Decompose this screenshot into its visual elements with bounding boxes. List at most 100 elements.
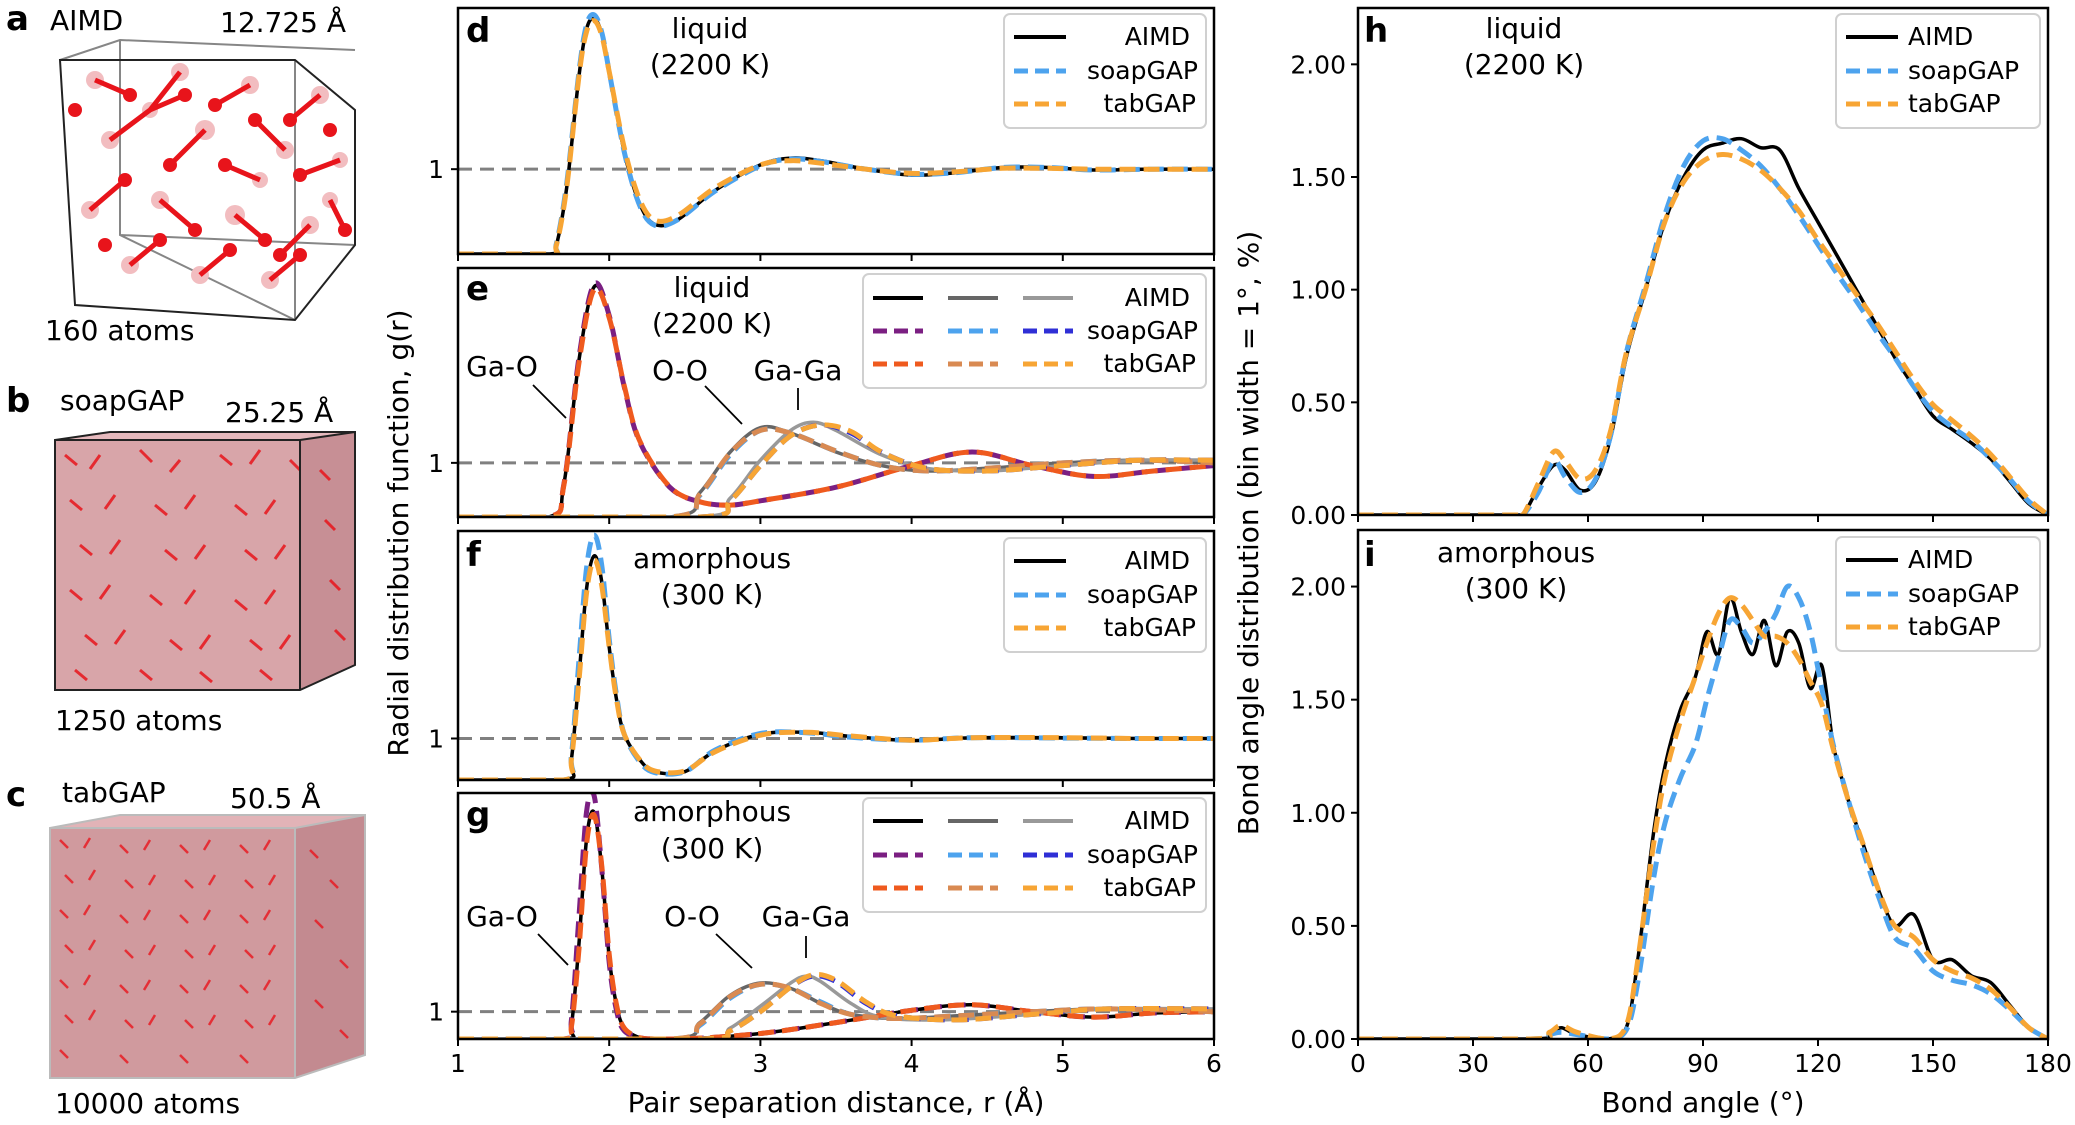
bad-x-tick-label-150: 150 — [1909, 1049, 1957, 1078]
ref-tick-label-d: 1 — [428, 155, 444, 184]
condition-title-e: liquid — [674, 271, 751, 304]
panel-label-e: e — [466, 269, 489, 309]
legend-box-i — [1835, 536, 2041, 652]
legend-label-soapgap-i: soapGAP — [1908, 579, 2019, 608]
y-tick-label-i-0.50: 0.50 — [1290, 912, 1346, 941]
structure-box-b: 25.25 Å — [225, 395, 333, 429]
condition-subtitle-i: (300 K) — [1465, 572, 1568, 605]
condition-title-f: amorphous — [633, 542, 791, 575]
ref-tick-label-e: 1 — [428, 449, 444, 478]
bad-x-tick-label-0: 0 — [1350, 1049, 1366, 1078]
rdf-x-tick-label-6: 6 — [1206, 1049, 1222, 1078]
bad-x-tick-label-120: 120 — [1794, 1049, 1842, 1078]
series-tabgap-i — [1358, 595, 2048, 1039]
rdf-panel-f: 1 f amorphous (300 K) AIMD soapGAP tabGA… — [428, 529, 1216, 782]
pair-label-gaga-g: Ga-Ga — [762, 900, 851, 933]
atoms-b-bonds — [64, 448, 347, 684]
rdf-x-tick-label-1: 1 — [450, 1049, 466, 1078]
structure-panel-b: b soapGAP 25.25 Å 1250 atoms — [6, 381, 356, 737]
y-tick-label-h-0.50: 0.50 — [1290, 388, 1346, 417]
bad-curves-h — [1358, 135, 2048, 515]
structure-atoms-b: 1250 atoms — [55, 704, 222, 737]
rdf-x-tick-label-4: 4 — [904, 1049, 920, 1078]
series-tabgap-d — [458, 18, 1214, 254]
bad-x-tick-label-30: 30 — [1457, 1049, 1489, 1078]
bad-y-axis-i: 0.00 0.50 1.00 1.50 2.00 — [1290, 573, 1358, 1054]
bad-y-axis-label: Bond angle distribution (bin width = 1°,… — [1232, 231, 1265, 836]
bad-x-tick-label-60: 60 — [1572, 1049, 1604, 1078]
series-soapgap-h — [1358, 135, 2048, 515]
cube-frame-a — [58, 38, 356, 322]
rdf-panel-e: 1 e liquid (2200 K) Ga-O O-O Ga-Ga AIMD … — [428, 266, 1216, 519]
pointer-gao-e — [532, 384, 567, 419]
atoms-b-side — [300, 432, 355, 690]
series-tabgap-ga-o-e — [458, 285, 1214, 517]
ref-tick-label-g: 1 — [428, 998, 444, 1027]
legend-label-tabgap-d: tabGAP — [1103, 89, 1196, 118]
panel-label-d: d — [466, 11, 490, 51]
legend-box-f — [1003, 537, 1207, 653]
y-tick-label-i-1.50: 1.50 — [1290, 686, 1346, 715]
legend-label-soapgap-g: soapGAP — [1087, 840, 1198, 869]
bad-x-axis: 0 30 60 90 120 150 180 — [1350, 515, 2072, 1078]
axes-frame-g — [456, 791, 1216, 1041]
y-tick-label-h-1.50: 1.50 — [1290, 163, 1346, 192]
panel-label-a: a — [6, 0, 29, 39]
condition-title-i: amorphous — [1437, 536, 1595, 569]
atoms-b-top — [55, 432, 355, 440]
bad-x-tick-label-90: 90 — [1687, 1049, 1719, 1078]
bad-panel-i: 0.00 0.50 1.00 1.50 2.00 i amorphous (300 K)… — [1290, 528, 2050, 1054]
condition-subtitle-e: (2200 K) — [652, 307, 772, 340]
legend-label-aimd-e: AIMD — [1125, 283, 1190, 312]
series-tabgap-o-o-g — [458, 981, 1214, 1039]
atoms-c-bulk — [50, 828, 295, 1078]
condition-subtitle-d: (2200 K) — [650, 48, 770, 81]
panel-label-h: h — [1364, 11, 1388, 51]
pair-label-gao-e: Ga-O — [466, 350, 538, 383]
cube-frame-c — [49, 814, 366, 1079]
legend-label-tabgap-i: tabGAP — [1908, 612, 2001, 641]
legend-label-soapgap-d: soapGAP — [1087, 56, 1198, 85]
bad-x-axis-label: Bond angle (°) — [1601, 1086, 1804, 1119]
rdf-y-axis-label: Radial distribution function, g(r) — [382, 309, 415, 756]
bad-y-axis-h: 0.00 0.50 1.00 1.50 2.00 — [1290, 50, 1358, 530]
atoms-a — [68, 63, 352, 289]
atoms-b-bulk — [55, 440, 300, 690]
y-tick-label-i-2.00: 2.00 — [1290, 573, 1346, 602]
condition-title-h: liquid — [1486, 12, 1563, 45]
structure-box-a: 12.725 Å — [220, 5, 346, 39]
y-tick-label-i-1.00: 1.00 — [1290, 799, 1346, 828]
rdf-curves-d — [458, 12, 1214, 254]
legend-e: AIMD soapGAP tabGAP — [862, 273, 1207, 389]
structure-atoms-a: 160 atoms — [45, 314, 194, 347]
bad-curves-i — [1358, 583, 2048, 1039]
rdf-x-tick-label-2: 2 — [601, 1049, 617, 1078]
y-tick-label-i-0.00: 0.00 — [1290, 1025, 1346, 1054]
condition-title-d: liquid — [672, 12, 749, 45]
panel-label-b: b — [6, 381, 30, 421]
legend-label-tabgap-h: tabGAP — [1908, 89, 2001, 118]
series-aimd-i — [1358, 596, 2048, 1039]
pair-label-gaga-e: Ga-Ga — [754, 354, 843, 387]
rdf-x-axis: 1 2 3 4 5 6 — [450, 254, 1222, 1078]
rdf-x-tick-label-5: 5 — [1055, 1049, 1071, 1078]
legend-label-soapgap-f: soapGAP — [1087, 580, 1198, 609]
legend-label-tabgap-g: tabGAP — [1103, 873, 1196, 902]
rdf-x-tick-label-3: 3 — [752, 1049, 768, 1078]
rdf-curves-e — [458, 280, 1214, 517]
rdf-curves-f — [458, 532, 1214, 780]
pair-pointers-e — [532, 384, 799, 425]
legend-d: AIMD soapGAP tabGAP — [1003, 13, 1207, 129]
series-tabgap-ga-ga-g — [458, 972, 1214, 1039]
condition-subtitle-g: (300 K) — [661, 832, 764, 865]
series-tabgap-ga-ga-e — [458, 422, 1214, 517]
condition-subtitle-h: (2200 K) — [1464, 48, 1584, 81]
pointer-oo-g — [715, 933, 753, 969]
panel-label-g: g — [466, 795, 490, 835]
series-tabgap-h — [1358, 151, 2048, 515]
legend-h: AIMD soapGAP tabGAP — [1835, 13, 2041, 129]
legend-box-d — [1003, 13, 1207, 129]
atoms-c-top — [50, 815, 365, 828]
legend-label-aimd-d: AIMD — [1125, 22, 1190, 51]
legend-f: AIMD soapGAP tabGAP — [1003, 537, 1207, 653]
